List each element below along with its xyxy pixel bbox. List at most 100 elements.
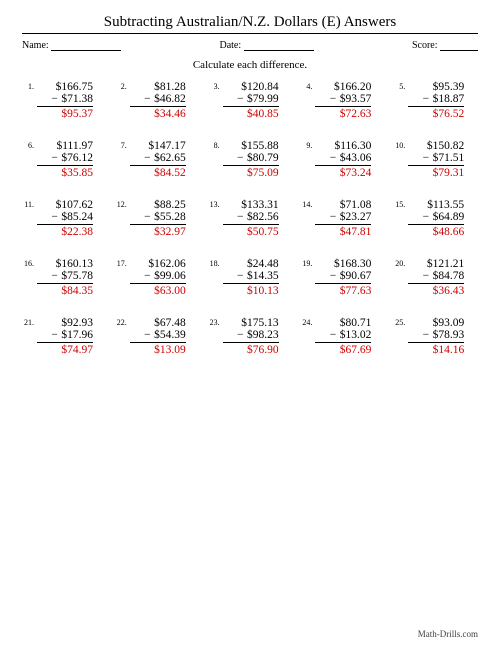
problem: 17.$162.06−$99.06$63.00 [115, 258, 200, 297]
subtrahend: −$54.39 [130, 329, 186, 343]
problem-number: 3. [208, 81, 223, 91]
problem-column: $120.84−$79.99$40.85 [223, 81, 279, 120]
problem: 19.$168.30−$90.67$77.63 [300, 258, 385, 297]
problem-column: $166.75−$71.38$95.37 [37, 81, 93, 120]
problem-number: 9. [300, 140, 315, 150]
problem-number: 20. [393, 258, 408, 268]
answer: $73.24 [315, 166, 371, 179]
problem: 10.$150.82−$71.51$79.31 [393, 140, 478, 179]
name-blank [51, 40, 121, 51]
minuend: $166.20 [315, 81, 371, 93]
subtrahend: −$17.96 [37, 329, 93, 343]
minuend: $67.48 [130, 317, 186, 329]
problem-column: $155.88−$80.79$75.09 [223, 140, 279, 179]
score-field: Score: [412, 40, 478, 51]
problem-column: $95.39−$18.87$76.52 [408, 81, 464, 120]
minuend: $160.13 [37, 258, 93, 270]
answer: $75.09 [223, 166, 279, 179]
problem-number: 1. [22, 81, 37, 91]
problem: 3.$120.84−$79.99$40.85 [208, 81, 293, 120]
instruction-text: Calculate each difference. [22, 59, 478, 71]
subtrahend: −$55.28 [130, 211, 186, 225]
subtrahend: −$90.67 [315, 270, 371, 284]
subtrahend: −$43.06 [315, 152, 371, 166]
minuend: $24.48 [223, 258, 279, 270]
problem: 23.$175.13−$98.23$76.90 [208, 317, 293, 356]
problem-column: $121.21−$84.78$36.43 [408, 258, 464, 297]
name-field: Name: [22, 40, 121, 51]
answer: $40.85 [223, 107, 279, 120]
problem-number: 23. [208, 317, 223, 327]
subtrahend: −$64.89 [408, 211, 464, 225]
minuend: $107.62 [37, 199, 93, 211]
answer: $95.37 [37, 107, 93, 120]
subtrahend: −$13.02 [315, 329, 371, 343]
problem: 24.$80.71−$13.02$67.69 [300, 317, 385, 356]
subtrahend: −$14.35 [223, 270, 279, 284]
subtrahend: −$79.99 [223, 93, 279, 107]
problem: 25.$93.09−$78.93$14.16 [393, 317, 478, 356]
problem-grid: 1.$166.75−$71.38$95.372.$81.28−$46.82$34… [22, 81, 478, 356]
problem-number: 13. [208, 199, 223, 209]
subtrahend: −$93.57 [315, 93, 371, 107]
subtrahend: −$98.23 [223, 329, 279, 343]
problem-number: 25. [393, 317, 408, 327]
problem-column: $80.71−$13.02$67.69 [315, 317, 371, 356]
answer: $50.75 [223, 225, 279, 238]
problem-number: 10. [393, 140, 408, 150]
subtrahend: −$71.38 [37, 93, 93, 107]
answer: $14.16 [408, 343, 464, 356]
subtrahend: −$78.93 [408, 329, 464, 343]
problem-number: 6. [22, 140, 37, 150]
problem-column: $107.62−$85.24$22.38 [37, 199, 93, 238]
score-label: Score: [412, 40, 438, 51]
problem: 22.$67.48−$54.39$13.09 [115, 317, 200, 356]
problem-number: 14. [300, 199, 315, 209]
problem: 18.$24.48−$14.35$10.13 [208, 258, 293, 297]
problem-number: 11. [22, 199, 37, 209]
minuend: $120.84 [223, 81, 279, 93]
problem-number: 4. [300, 81, 315, 91]
problem-column: $67.48−$54.39$13.09 [130, 317, 186, 356]
subtrahend: −$84.78 [408, 270, 464, 284]
answer: $22.38 [37, 225, 93, 238]
minuend: $133.31 [223, 199, 279, 211]
answer: $32.97 [130, 225, 186, 238]
subtrahend: −$18.87 [408, 93, 464, 107]
name-label: Name: [22, 40, 49, 51]
problem-column: $150.82−$71.51$79.31 [408, 140, 464, 179]
problem-number: 5. [393, 81, 408, 91]
problem: 14.$71.08−$23.27$47.81 [300, 199, 385, 238]
problem: 6.$111.97−$76.12$35.85 [22, 140, 107, 179]
problem: 9.$116.30−$43.06$73.24 [300, 140, 385, 179]
answer: $35.85 [37, 166, 93, 179]
answer: $74.97 [37, 343, 93, 356]
minuend: $113.55 [408, 199, 464, 211]
problem: 21.$92.93−$17.96$74.97 [22, 317, 107, 356]
problem: 4.$166.20−$93.57$72.63 [300, 81, 385, 120]
answer: $34.46 [130, 107, 186, 120]
minuend: $175.13 [223, 317, 279, 329]
problem-column: $162.06−$99.06$63.00 [130, 258, 186, 297]
problem-column: $113.55−$64.89$48.66 [408, 199, 464, 238]
minuend: $81.28 [130, 81, 186, 93]
problem-column: $116.30−$43.06$73.24 [315, 140, 371, 179]
problem-number: 16. [22, 258, 37, 268]
problem: 16.$160.13−$75.78$84.35 [22, 258, 107, 297]
answer: $76.90 [223, 343, 279, 356]
problem-number: 15. [393, 199, 408, 209]
answer: $84.52 [130, 166, 186, 179]
problem: 5.$95.39−$18.87$76.52 [393, 81, 478, 120]
problem: 13.$133.31−$82.56$50.75 [208, 199, 293, 238]
problem: 8.$155.88−$80.79$75.09 [208, 140, 293, 179]
problem-column: $133.31−$82.56$50.75 [223, 199, 279, 238]
problem-column: $24.48−$14.35$10.13 [223, 258, 279, 297]
minuend: $88.25 [130, 199, 186, 211]
subtrahend: −$82.56 [223, 211, 279, 225]
answer: $72.63 [315, 107, 371, 120]
problem: 11.$107.62−$85.24$22.38 [22, 199, 107, 238]
problem: 12.$88.25−$55.28$32.97 [115, 199, 200, 238]
minuend: $121.21 [408, 258, 464, 270]
minuend: $150.82 [408, 140, 464, 152]
answer: $48.66 [408, 225, 464, 238]
